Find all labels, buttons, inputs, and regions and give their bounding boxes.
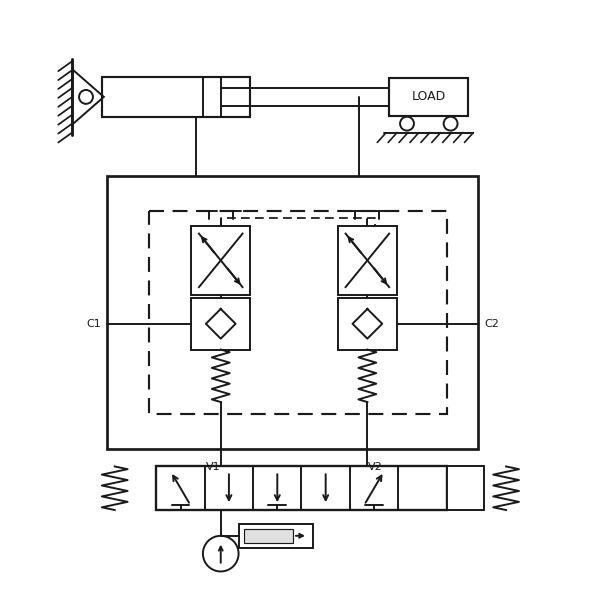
Text: V2: V2	[368, 463, 383, 472]
Text: C1: C1	[86, 319, 101, 329]
Text: C2: C2	[484, 319, 499, 329]
Bar	[191, 226, 250, 295]
Text: LOAD: LOAD	[412, 91, 446, 103]
Bar	[191, 298, 250, 350]
Bar	[107, 176, 478, 449]
Bar	[338, 298, 397, 350]
Bar	[446, 466, 484, 510]
Bar	[239, 524, 313, 548]
Bar	[389, 78, 469, 116]
Bar	[149, 211, 446, 414]
Bar	[338, 226, 397, 295]
Bar	[157, 466, 446, 510]
Bar	[244, 529, 293, 543]
Bar	[102, 77, 250, 117]
Text: V1: V1	[206, 463, 220, 472]
